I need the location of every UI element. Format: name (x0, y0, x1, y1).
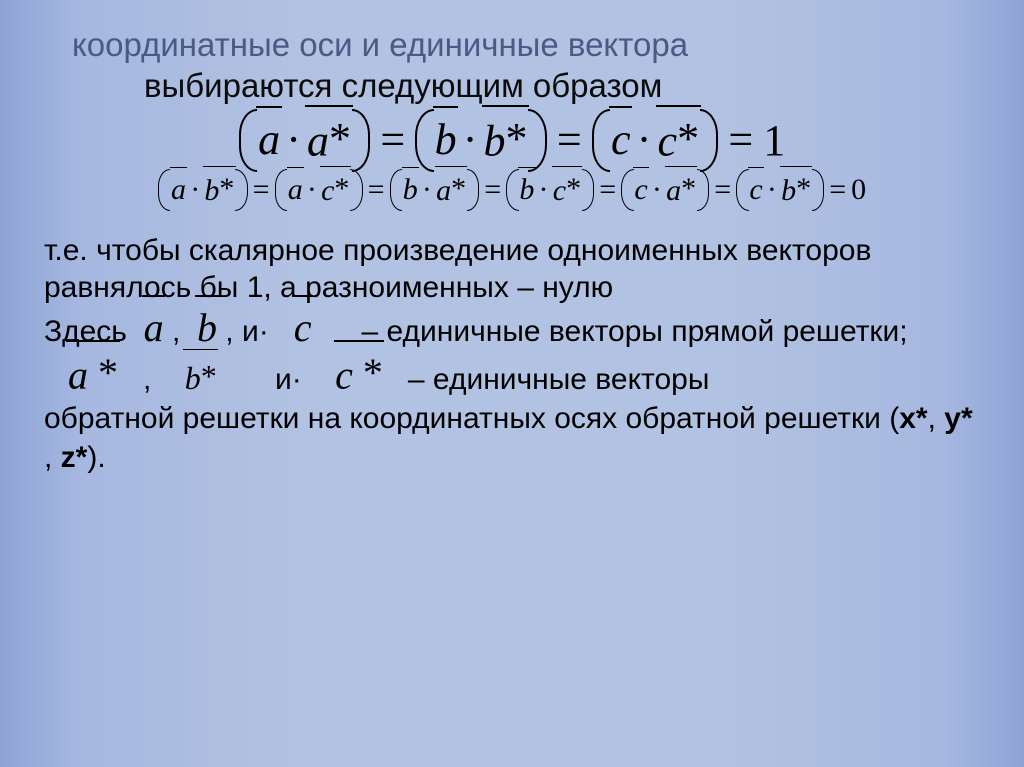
vec-b-star-inline: b* (185, 360, 217, 394)
eq2-term-1: a·b* (158, 172, 248, 207)
equals-icon: = (722, 118, 759, 162)
eq2-term-2: a·c* (275, 172, 363, 207)
dot-icon: · (648, 175, 666, 205)
paragraph-1: т.е. чтобы скалярное произведение одноим… (44, 232, 980, 306)
dot-icon: · (186, 175, 204, 205)
dot-icon: · (303, 175, 321, 205)
vec-b-inline: b (197, 308, 217, 348)
equals-icon: = (713, 175, 732, 205)
close-paren: ). (87, 438, 105, 477)
vec-a-star: a* (666, 174, 696, 206)
dot-icon: · (763, 175, 781, 205)
text-unit-recip: – единичные векторы (383, 360, 710, 399)
equals-icon: = (367, 175, 386, 205)
slide-title: координатные оси и единичные вектора выб… (44, 24, 980, 107)
eq1-term-1: a · a* (239, 115, 371, 167)
vec-b-star: b* (204, 174, 234, 206)
eq2-term-4: b·c* (506, 172, 594, 207)
eq2-term-6: c·b* (736, 172, 824, 207)
dot-icon: · (280, 118, 307, 162)
equation-line-2: a·b* = a·c* = b·a* = b·c* = c·a* = c·b* … (44, 172, 980, 207)
vec-c-inline: c (294, 308, 312, 348)
equals-icon: = (374, 118, 411, 162)
vec-b: b (403, 175, 418, 205)
text-unit-direct: – единичные векторы прямой решетки; (311, 312, 907, 351)
comma: , (164, 312, 197, 351)
z-star: z* (61, 438, 88, 477)
equals-icon: = (598, 175, 617, 205)
vec-a-inline: a (144, 308, 164, 348)
vec-b-star: b* (484, 117, 528, 164)
vec-b: b (519, 175, 534, 205)
dot-icon: · (418, 175, 436, 205)
vec-c-star: c* (553, 174, 581, 206)
vec-c-star: c* (321, 174, 349, 206)
comma-and: , и· (217, 312, 294, 351)
text-here: Здесь (44, 312, 144, 351)
eq1-result: 1 (763, 115, 785, 166)
vec-c: c (634, 175, 647, 205)
eq1-term-3: c · c* (592, 115, 719, 167)
eq2-result: 0 (851, 173, 866, 207)
title-line-1: координатные оси и единичные вектора (72, 24, 980, 65)
equals-icon: = (828, 175, 847, 205)
dot-icon: · (631, 118, 658, 162)
title-line-2: выбираются следующим образом (144, 65, 980, 106)
vec-a-star-inline: a * (68, 353, 118, 395)
equals-icon: = (483, 175, 502, 205)
paragraph-3: a * , b* и· c * – единичные векторы (68, 353, 980, 398)
vec-c-star: c* (658, 117, 700, 164)
equals-icon: = (551, 118, 588, 162)
sep: , (928, 399, 945, 438)
vec-a-star: a* (436, 174, 466, 206)
vec-c-star-inline: c * (335, 353, 383, 395)
vec-a: a (171, 175, 186, 205)
eq1-term-2: b · b* (415, 115, 547, 167)
eq2-term-3: b·a* (390, 172, 480, 207)
comma: , (118, 360, 185, 399)
x-star: x* (899, 399, 927, 438)
and: и· (217, 360, 335, 399)
vec-c: c (611, 118, 631, 162)
vec-b-star: b* (781, 174, 811, 206)
dot-icon: · (457, 118, 484, 162)
eq2-term-5: c·a* (621, 172, 709, 207)
y-star: y* (944, 399, 972, 438)
sep: , (44, 438, 61, 477)
vec-c: c (749, 175, 762, 205)
vec-a: a (288, 175, 303, 205)
vec-a-star: a* (307, 117, 351, 164)
slide-content: координатные оси и единичные вектора выб… (0, 0, 1024, 501)
text-recip-axes: обратной решетки на координатных осях об… (44, 399, 899, 438)
equation-line-1: a · a* = b · b* = c · c* = 1 (44, 115, 980, 167)
paragraph-3b: обратной решетки на координатных осях об… (44, 399, 980, 477)
dot-icon: · (534, 175, 552, 205)
paragraph-2: Здесь a , b , и· c – единичные векторы п… (44, 308, 980, 351)
vec-b: b (435, 118, 457, 162)
equals-icon: = (252, 175, 271, 205)
vec-a: a (258, 118, 280, 162)
